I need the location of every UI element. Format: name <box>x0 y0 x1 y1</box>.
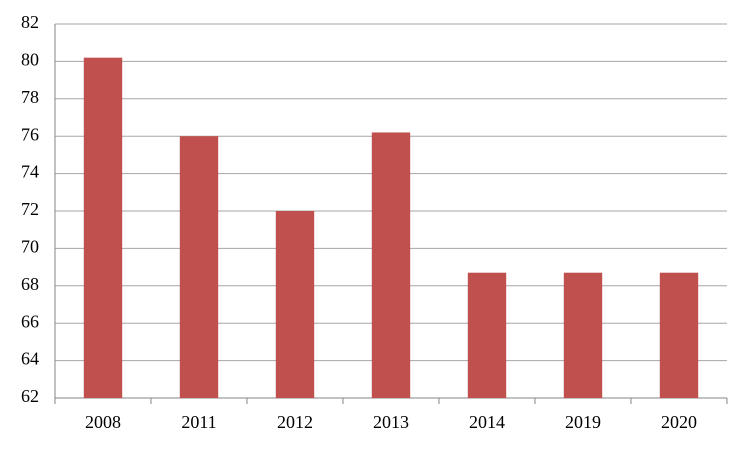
x-tick-label: 2013 <box>373 412 409 432</box>
bar <box>563 272 603 398</box>
y-tick-label: 80 <box>21 50 39 70</box>
x-tick-label: 2011 <box>181 412 216 432</box>
y-tick-label: 74 <box>21 162 39 182</box>
x-tick-label: 2019 <box>565 412 601 432</box>
y-tick-label: 64 <box>21 349 39 369</box>
x-tick-label: 2008 <box>85 412 121 432</box>
y-tick-label: 62 <box>21 386 39 406</box>
bar <box>179 136 219 398</box>
bar <box>659 272 699 398</box>
x-tick-label: 2012 <box>277 412 313 432</box>
y-tick-label: 68 <box>21 274 39 294</box>
bar <box>467 272 507 398</box>
y-tick-label: 82 <box>21 12 39 32</box>
bar <box>371 132 411 398</box>
y-tick-label: 76 <box>21 124 39 144</box>
y-tick-label: 78 <box>21 87 39 107</box>
y-tick-label: 72 <box>21 199 39 219</box>
bar <box>275 211 315 398</box>
bar <box>83 57 123 398</box>
x-tick-label: 2014 <box>469 412 505 432</box>
y-tick-label: 70 <box>21 237 39 257</box>
y-tick-label: 66 <box>21 311 39 331</box>
x-tick-label: 2020 <box>661 412 697 432</box>
